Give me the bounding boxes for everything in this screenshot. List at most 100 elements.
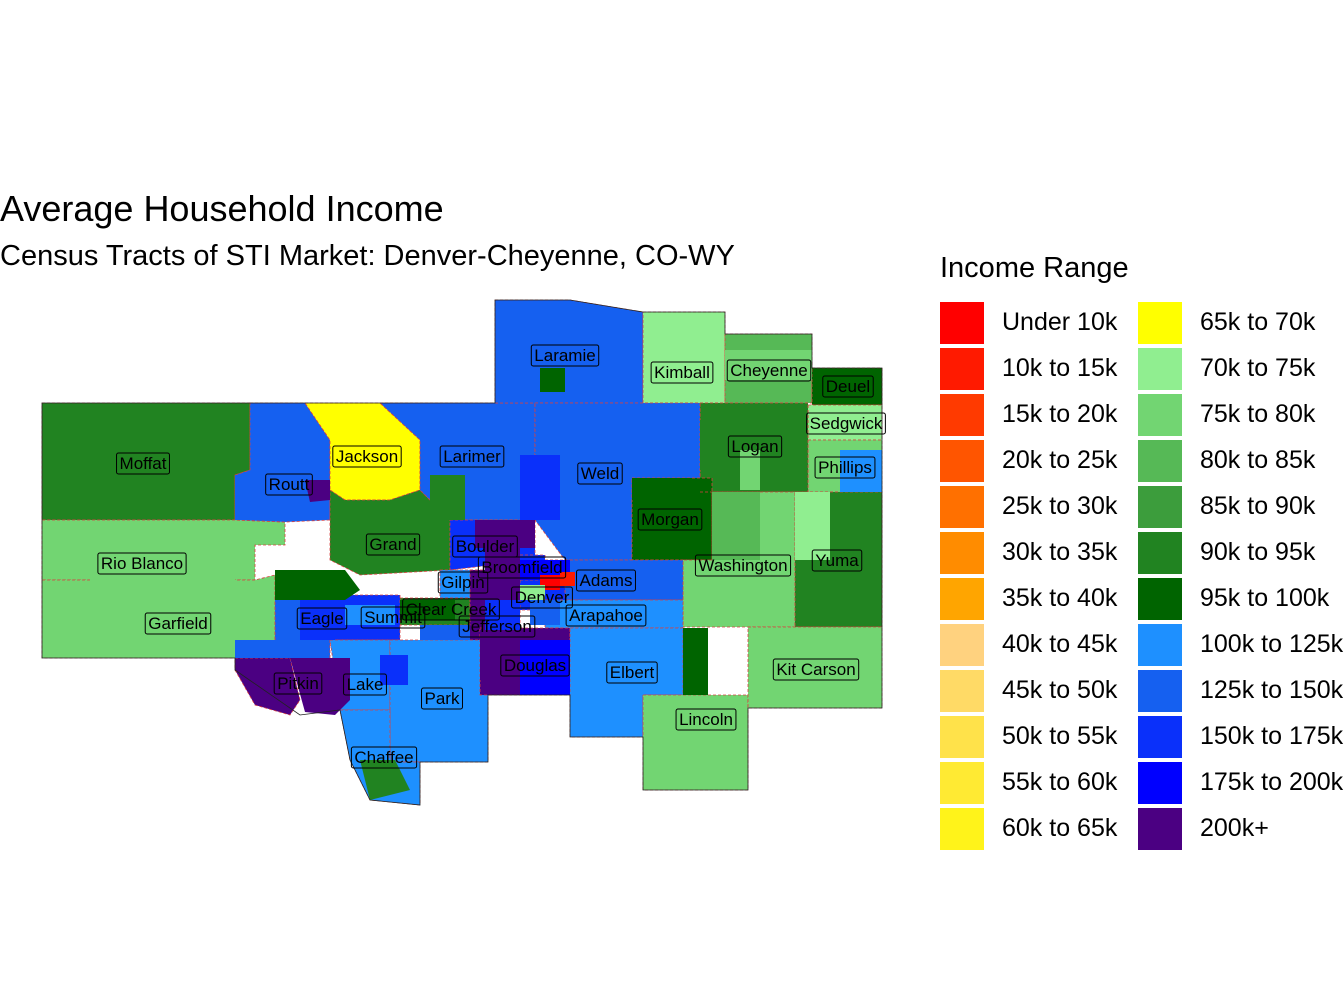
county-label: Logan xyxy=(727,435,783,458)
county-label: Deuel xyxy=(822,375,874,398)
county-label: Lake xyxy=(343,673,387,696)
county-label: Douglas xyxy=(500,654,570,677)
county-label: Lincoln xyxy=(675,708,737,731)
legend-label: 35k to 40k xyxy=(1002,584,1118,612)
county-label-text: Jefferson xyxy=(462,617,532,636)
legend-swatch xyxy=(1138,578,1182,620)
legend-label: 200k+ xyxy=(1200,814,1269,842)
legend-title: Income Range xyxy=(940,252,1129,284)
tract-patch xyxy=(480,630,520,680)
county-label-text: Lincoln xyxy=(679,710,733,729)
tract-patch xyxy=(540,368,565,392)
county-label: Garfield xyxy=(144,612,212,635)
tract-patch xyxy=(840,450,882,492)
tract-patch xyxy=(305,480,330,502)
legend-item: 25k to 30k xyxy=(940,484,1142,530)
legend-label: 65k to 70k xyxy=(1200,308,1316,336)
legend-label: 10k to 15k xyxy=(1002,354,1118,382)
county-label-text: Elbert xyxy=(610,663,655,682)
tract-patch xyxy=(632,478,690,500)
legend-item: 55k to 60k xyxy=(940,760,1142,806)
county-label: Kimball xyxy=(650,361,714,384)
legend-swatch xyxy=(1138,348,1182,390)
county-label: Weld xyxy=(577,462,623,485)
legend-item: 90k to 95k xyxy=(1138,530,1340,576)
county-label: Broomfield xyxy=(477,556,567,579)
legend-item: 20k to 25k xyxy=(940,438,1142,484)
legend-label: 60k to 65k xyxy=(1002,814,1118,842)
county-label-text: Lake xyxy=(347,675,384,694)
county-label-text: Deuel xyxy=(826,377,870,396)
legend-item: Under 10k xyxy=(940,300,1142,346)
legend-item: 60k to 65k xyxy=(940,806,1142,852)
legend-item: 95k to 100k xyxy=(1138,576,1340,622)
county-label-text: Larimer xyxy=(443,447,501,466)
legend-item: 80k to 85k xyxy=(1138,438,1340,484)
legend-label: 25k to 30k xyxy=(1002,492,1118,520)
legend-item: 100k to 125k xyxy=(1138,622,1344,668)
county-label: Elbert xyxy=(606,661,658,684)
county-label: Boulder xyxy=(452,535,518,558)
legend-label: 80k to 85k xyxy=(1200,446,1316,474)
tract-patch xyxy=(275,570,360,600)
county-label: Denver xyxy=(511,586,573,609)
tract-patch xyxy=(700,420,740,470)
county-label-text: Grand xyxy=(369,535,416,554)
tract-patch xyxy=(300,600,335,640)
county-label: Summit xyxy=(360,606,426,629)
county-label-text: Boulder xyxy=(456,537,515,556)
tract-patch xyxy=(520,455,560,520)
county-label: Kit Carson xyxy=(772,658,860,681)
legend-label: 100k to 125k xyxy=(1200,630,1344,658)
legend-swatch xyxy=(940,302,984,344)
legend-label: 20k to 25k xyxy=(1002,446,1118,474)
legend-swatch xyxy=(940,762,984,804)
tract-patch xyxy=(420,625,470,640)
county-label: Phillips xyxy=(814,456,876,479)
tract-patch xyxy=(520,640,570,695)
county-label: Jackson xyxy=(332,445,402,468)
legend-item: 200k+ xyxy=(1138,806,1340,852)
county-label: Clear Creek xyxy=(402,598,500,621)
county-label: Adams xyxy=(576,569,636,592)
county-label-text: Morgan xyxy=(641,510,699,529)
legend-swatch xyxy=(1138,762,1182,804)
county-label: Washington xyxy=(694,554,792,577)
legend-label: 40k to 45k xyxy=(1002,630,1118,658)
county-label-text: Moffat xyxy=(120,454,167,473)
county-label: Park xyxy=(421,687,463,710)
legend-label: 90k to 95k xyxy=(1200,538,1316,566)
county-label: Eagle xyxy=(296,607,348,630)
county-label: Gilpin xyxy=(437,571,489,594)
legend-label: 95k to 100k xyxy=(1200,584,1330,612)
legend-swatch xyxy=(1138,670,1182,712)
county-label: Cheyenne xyxy=(726,359,812,382)
legend-label: 85k to 90k xyxy=(1200,492,1316,520)
county-label-text: Broomfield xyxy=(481,558,562,577)
county-label-text: Summit xyxy=(364,608,422,627)
legend-label: 125k to 150k xyxy=(1200,676,1344,704)
tract-patch xyxy=(740,450,760,490)
legend-item: 175k to 200k xyxy=(1138,760,1343,806)
county-label-text: Gilpin xyxy=(441,573,484,592)
county-label: Grand xyxy=(365,533,421,556)
county-label-text: Clear Creek xyxy=(406,600,497,619)
tract-patch xyxy=(485,600,520,630)
tract-patch xyxy=(485,545,520,600)
county-label: Routt xyxy=(265,473,313,496)
county-label-text: Eagle xyxy=(300,609,343,628)
tract-patch xyxy=(683,628,708,695)
county-label: Laramie xyxy=(530,344,600,367)
tract-patch xyxy=(520,585,545,600)
legend-item: 70k to 75k xyxy=(1138,346,1340,392)
county-label-text: Logan xyxy=(731,437,778,456)
county-label-text: Garfield xyxy=(148,614,208,633)
county-region xyxy=(642,311,726,404)
tract-patch xyxy=(475,520,535,548)
map-subtitle: Census Tracts of STI Market: Denver-Chey… xyxy=(0,240,735,272)
county-label: Moffat xyxy=(116,452,170,475)
legend-label: 30k to 35k xyxy=(1002,538,1118,566)
county-label-text: Rio Blanco xyxy=(101,554,183,573)
legend-label: Under 10k xyxy=(1002,308,1118,336)
